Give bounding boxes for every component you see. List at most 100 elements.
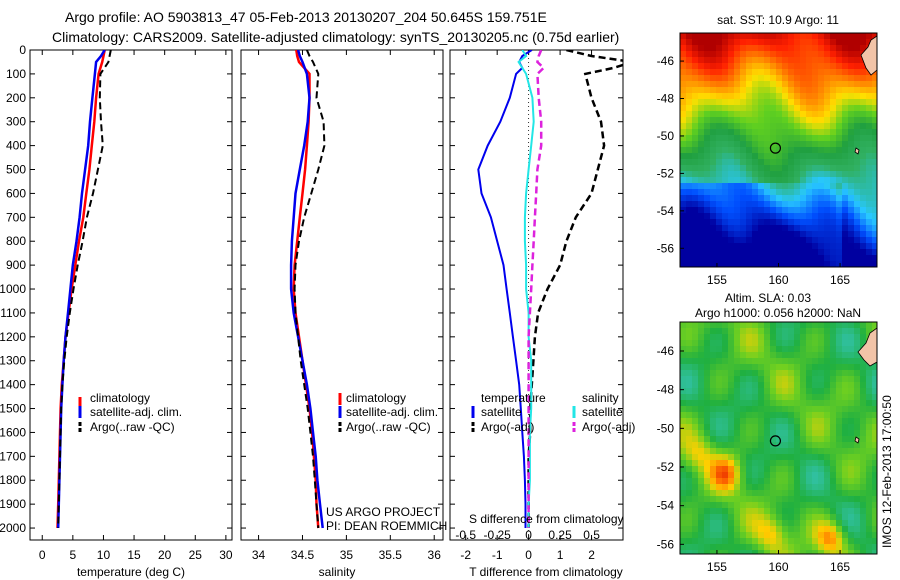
- sst-map: sat. SST: 10.9 Argo: 11 155 160 165 -46 -48 -…: [657, 13, 878, 287]
- temperature-legend-argo: Argo(..raw -QC): [90, 420, 175, 434]
- depth-tick-label: 900: [6, 258, 26, 272]
- x-tick-label: 5: [70, 548, 77, 562]
- argo-location-marker: [769, 435, 782, 447]
- temperature-axes-frame: [29, 49, 233, 541]
- lon-tick-label: 165: [830, 273, 850, 287]
- temperature-x-axis: 0 5 10 15 20 25 30: [39, 50, 233, 562]
- difference-axes-frame: [449, 49, 624, 541]
- temperature-legend-satellite: satellite-adj. clim.: [90, 405, 182, 419]
- lat-tick-label: -54: [657, 204, 675, 218]
- temperature-panel: 0100200300400500600700800900100011001200…: [0, 43, 233, 579]
- lon-tick-label: 165: [830, 560, 850, 574]
- salinity-series-satellite-adj-clim: [289, 50, 324, 529]
- salinity-legend-satellite: satellite-adj. clim.: [346, 405, 438, 419]
- salinity-panel: 34 34.5 35 35.5 36 salinity climatology sate…: [240, 49, 447, 579]
- depth-axis: 0 100 200 300 400 500 600 700 800 900 1000 1100 1200…: [0, 43, 232, 535]
- lat-tick-label: -50: [657, 129, 675, 143]
- depth-tick-label: 1500: [0, 402, 26, 416]
- depth-tick-label: 1800: [0, 473, 26, 487]
- salinity-legend-climatology: climatology: [346, 391, 406, 405]
- lat-tick-label: -54: [657, 499, 675, 513]
- temperature-series-climatology: [56, 50, 106, 529]
- depth-tick-label: 1000: [0, 282, 26, 296]
- depth-tick-label: 800: [6, 234, 26, 248]
- x-tick-label: 15: [127, 548, 141, 562]
- legend-title-temperature: temperature: [481, 391, 546, 405]
- x-tick-label: 34.5: [291, 548, 315, 562]
- lat-tick-label: -48: [657, 383, 675, 397]
- lat-tick-label: -52: [657, 460, 675, 474]
- salinity-difference-label: S difference from climatology: [469, 512, 624, 526]
- lat-tick-label: -48: [657, 92, 675, 106]
- figure-title: Argo profile: AO 5903813_47 05-Feb-2013 …: [65, 9, 547, 25]
- salinity-legend-argo: Argo(..raw -QC): [346, 420, 431, 434]
- x-tick-label: 0: [39, 548, 46, 562]
- x-tick-label: -2: [460, 548, 471, 562]
- lat-tick-label: -46: [657, 344, 675, 358]
- depth-tick-label: 1900: [0, 497, 26, 511]
- x-tick-label: 34: [252, 548, 266, 562]
- salinity-difference-tick-label: 0.25: [548, 528, 572, 542]
- depth-tick-label: 1100: [0, 306, 26, 320]
- sla-map: Altim. SLA: 0.03 Argo h1000: 0.056 h2000…: [657, 291, 878, 574]
- temperature-series-satellite-adj-clim: [56, 50, 106, 529]
- legend-salinity-argo: Argo(-adj): [582, 420, 635, 434]
- x-tick-label: 20: [158, 548, 172, 562]
- temperature-legend: climatology satellite-adj. clim. Argo(..…: [78, 391, 182, 434]
- difference-lines: [477, 50, 623, 540]
- pi-credit: PI: DEAN ROEMMICH: [326, 519, 447, 533]
- sla-map-subtitle: Argo h1000: 0.056 h2000: NaN: [695, 306, 861, 320]
- depth-tick-label: 600: [6, 186, 26, 200]
- legend-temperature-argo: Argo(-adj): [481, 420, 534, 434]
- legend-temperature-satellite: satellite: [481, 405, 522, 419]
- lon-tick-label: 155: [707, 560, 727, 574]
- lon-tick-label: 160: [768, 273, 788, 287]
- lat-tick-label: -46: [657, 54, 675, 68]
- salinity-difference-tick-label: -0.25: [484, 528, 512, 542]
- argo-location-marker: [769, 142, 782, 154]
- lat-tick-label: -52: [657, 166, 675, 180]
- salinity-x-axis: 34 34.5 35 35.5 36: [252, 50, 441, 562]
- lat-tick-label: -56: [657, 537, 675, 551]
- depth-tick-label: 1600: [0, 425, 26, 439]
- difference-series-temperature-satellite: [477, 50, 533, 528]
- depth-tick-label: 2000: [0, 521, 26, 535]
- legend-salinity-satellite: satellite: [582, 405, 623, 419]
- depth-tick-label: 1200: [0, 330, 26, 344]
- depth-tick-label: 1300: [0, 354, 26, 368]
- salinity-lines: [289, 50, 326, 529]
- lat-tick-label: -56: [657, 241, 675, 255]
- difference-panel: -2 -1 0 1 2-0.5 -0.25 0 0.25 0.5 S difference fr…: [449, 49, 635, 579]
- salinity-difference-tick-label: 0.5: [583, 528, 600, 542]
- temperature-lines: [56, 50, 112, 529]
- depth-tick-label: 400: [6, 139, 26, 153]
- timestamp-stamp: IMOS 12-Feb-2013 17:00:50: [880, 395, 894, 548]
- x-tick-label: -1: [492, 548, 503, 562]
- figure-subtitle: Climatology: CARS2009. Satellite-adjuste…: [52, 29, 619, 45]
- depth-tick-label: 1700: [0, 449, 26, 463]
- depth-tick-label: 500: [6, 163, 26, 177]
- difference-series-temperature-argo-adj: [527, 50, 623, 528]
- x-tick-label: 2: [588, 548, 595, 562]
- project-credit: US ARGO PROJECT: [326, 505, 441, 519]
- depth-tick-label: 1400: [0, 378, 26, 392]
- lat-tick-label: -50: [657, 421, 675, 435]
- salinity-series-argo-raw-qc: [293, 50, 326, 529]
- salinity-difference-tick-label: -0.5: [455, 528, 476, 542]
- legend-title-salinity: salinity: [582, 391, 619, 405]
- x-tick-label: 30: [219, 548, 233, 562]
- depth-tick-label: 0: [19, 43, 26, 57]
- x-tick-label: 25: [189, 548, 203, 562]
- lon-tick-label: 155: [707, 273, 727, 287]
- temperature-x-label: temperature (deg C): [77, 565, 185, 579]
- depth-tick-label: 100: [6, 67, 26, 81]
- x-tick-label: 35: [340, 548, 354, 562]
- salinity-legend: climatology satellite-adj. clim. Argo(..…: [338, 391, 438, 434]
- temperature-difference-label: T difference from climatology: [469, 565, 623, 579]
- x-tick-label: 36: [428, 548, 442, 562]
- depth-tick-label: 300: [6, 115, 26, 129]
- salinity-x-label: salinity: [319, 565, 356, 579]
- x-tick-label: 35.5: [379, 548, 403, 562]
- depth-tick-label: 700: [6, 210, 26, 224]
